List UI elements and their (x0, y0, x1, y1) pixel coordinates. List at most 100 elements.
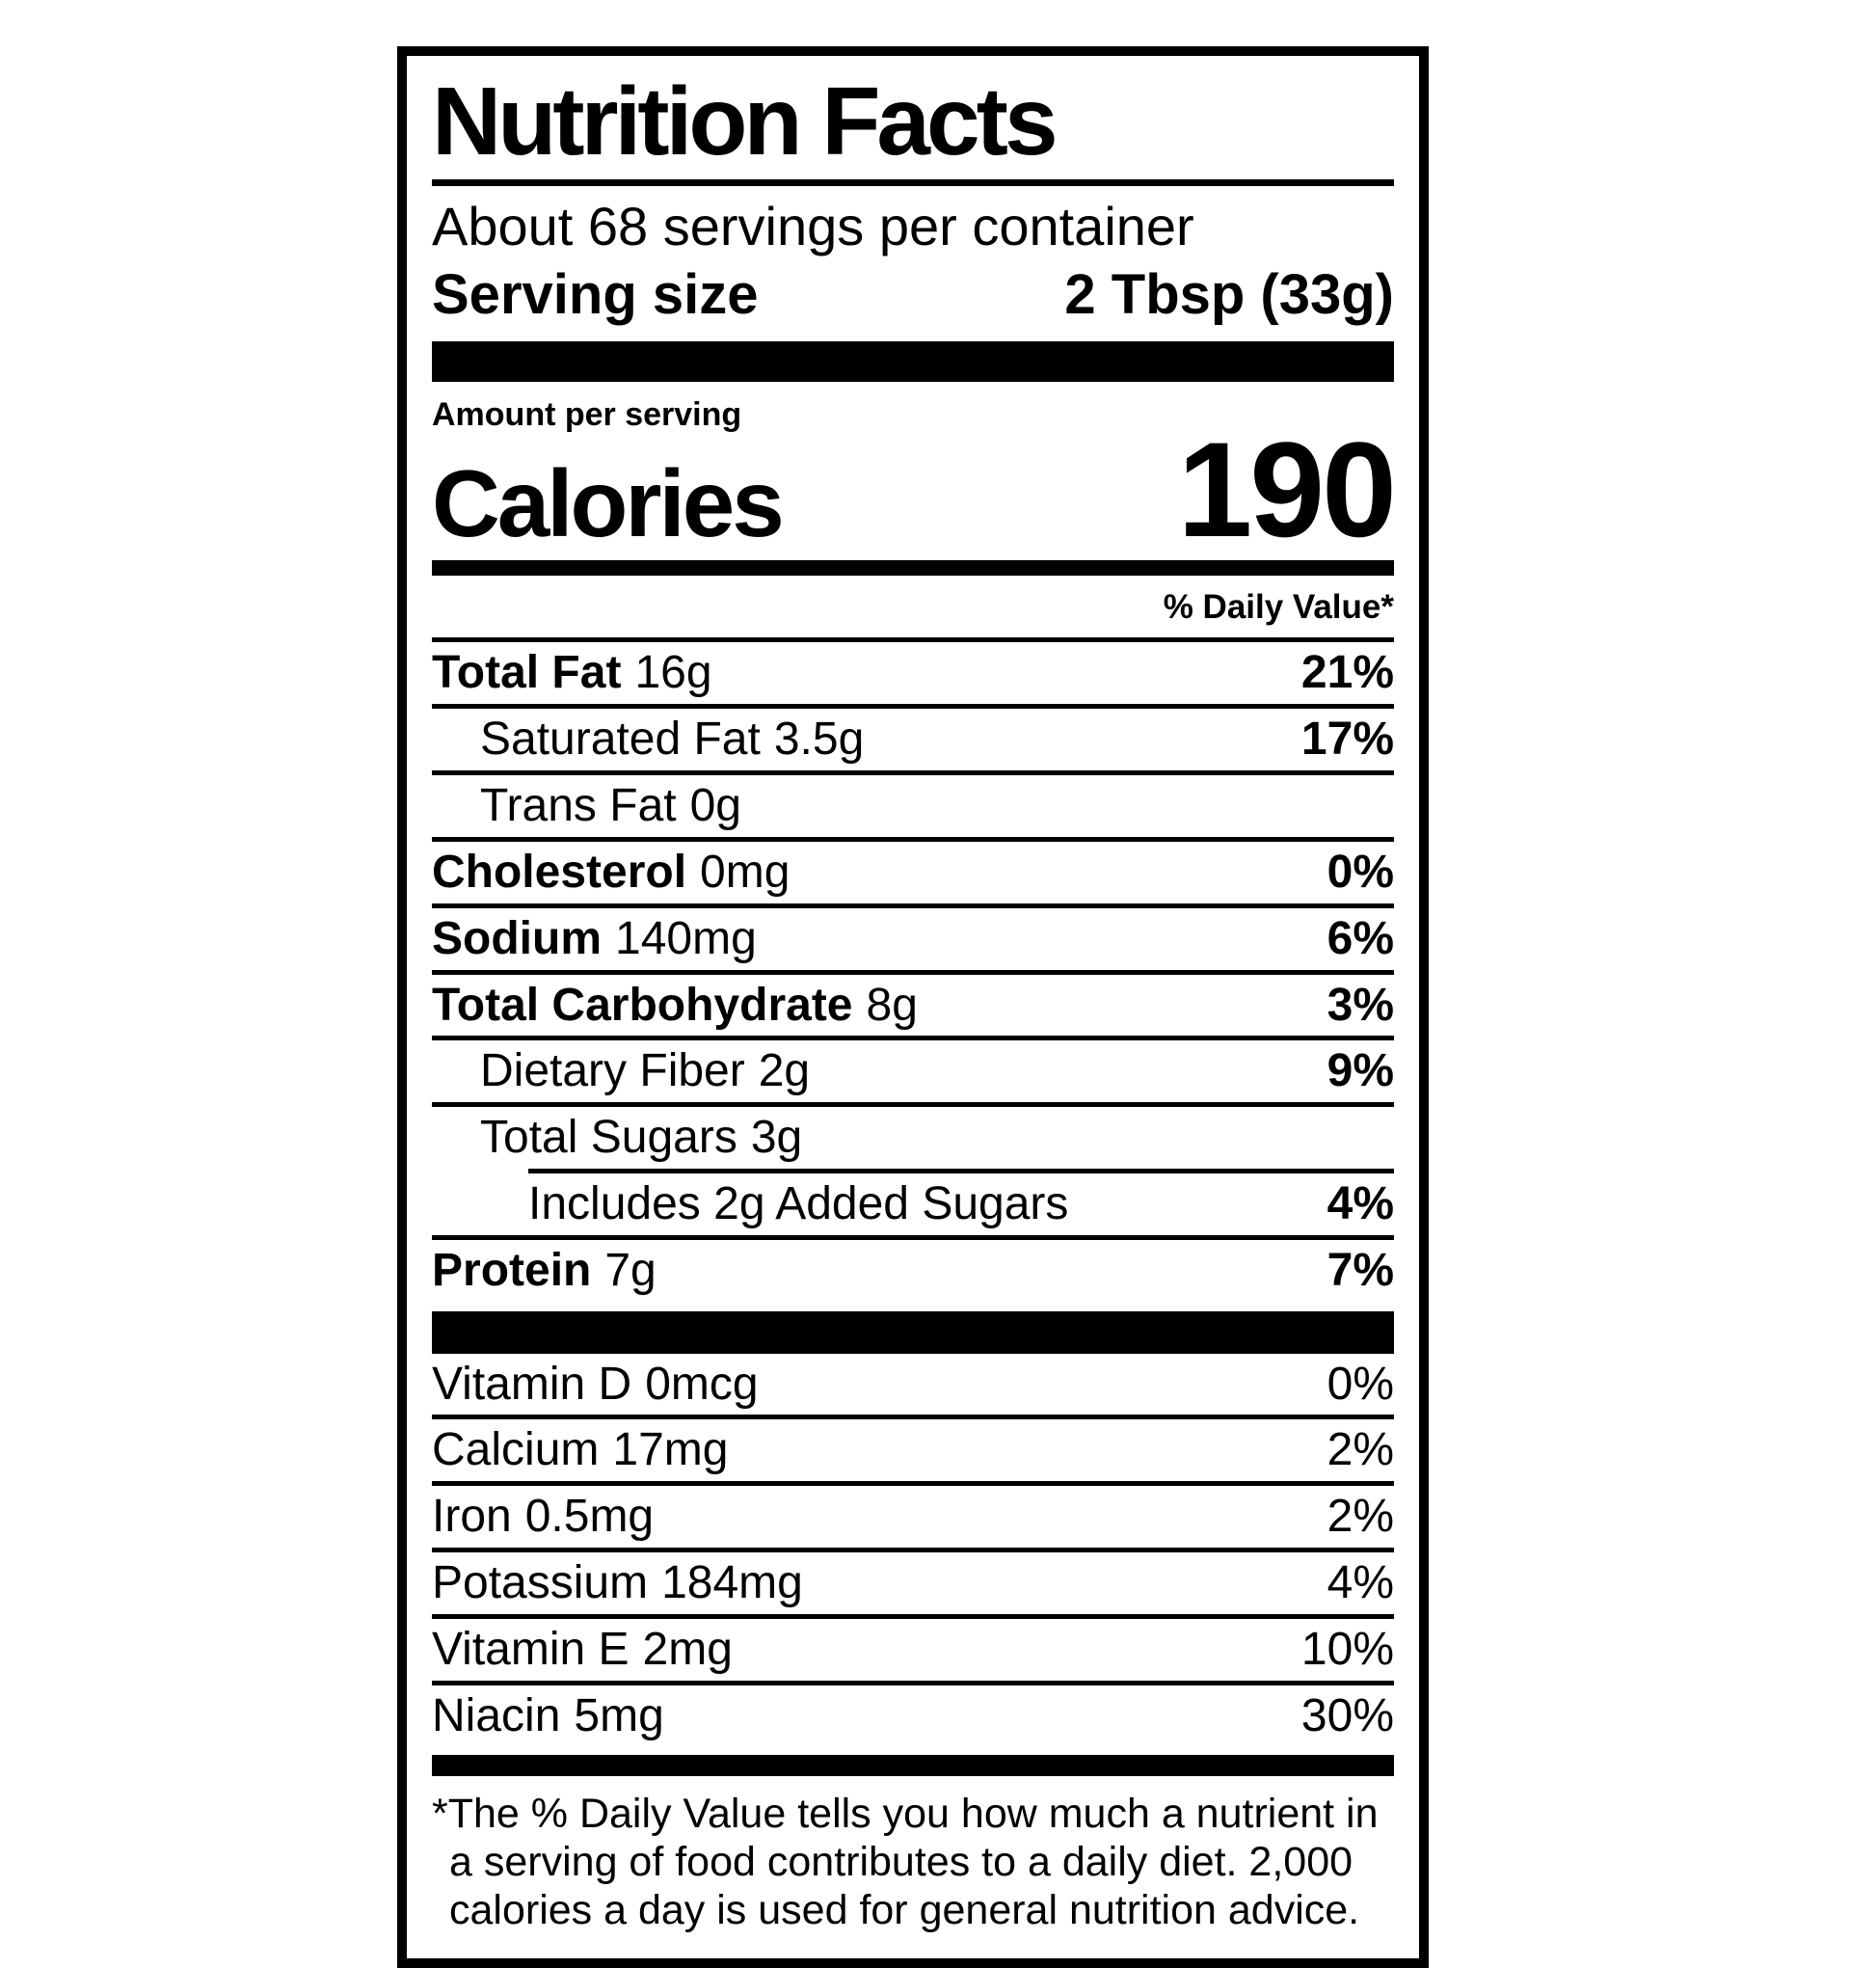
thick-divider-bar (432, 1754, 1394, 1776)
nutrient-daily-value: 17% (1300, 714, 1394, 766)
nutrient-amount: 0mcg (645, 1358, 759, 1410)
nutrient-amount: 5mg (574, 1689, 664, 1741)
nutrient-daily-value: 21% (1300, 647, 1394, 699)
nutrient-daily-value: 10% (1300, 1623, 1394, 1675)
nutrient-amount: 0.5mg (524, 1491, 655, 1543)
nutrient-row-left: Dietary Fiber 2g (480, 1046, 810, 1096)
nutrient-amount: 140mg (615, 912, 757, 964)
nutrient-name: Potassium (432, 1557, 649, 1609)
nutrient-name: Includes 2g Added Sugars (528, 1178, 1069, 1229)
servings-per-container: About 68 servings per container (432, 196, 1194, 256)
row-separator (432, 836, 1394, 842)
label-title: Nutrition Facts (432, 69, 1394, 186)
nutrient-row-left: Calcium 17mg (432, 1425, 728, 1475)
nutrient-name: Cholesterol (432, 846, 687, 898)
row-separator (432, 1102, 1394, 1108)
nutrient-row: Total Fat 16g 21% (432, 642, 1394, 704)
row-separator (432, 1415, 1394, 1420)
nutrient-row-left: Niacin 5mg (432, 1689, 664, 1741)
nutrient-row: Includes 2g Added Sugars 4% (432, 1173, 1394, 1235)
nutrient-daily-value: 3% (1327, 979, 1394, 1031)
nutrient-row-left: Protein 7g (432, 1244, 657, 1296)
nutrient-row-left: Potassium 184mg (432, 1558, 803, 1608)
thick-divider-bar (432, 341, 1394, 383)
nutrient-amount: 8g (866, 979, 918, 1031)
nutrient-row-left: Vitamin D 0mcg (432, 1358, 759, 1410)
nutrient-row-left: Iron 0.5mg (432, 1492, 654, 1542)
nutrient-name: Total Fat (432, 647, 622, 699)
nutrient-amount: 17mg (612, 1424, 729, 1476)
nutrient-name: Saturated Fat (480, 714, 761, 766)
nutrient-row: Vitamin E 2mg 10% (432, 1619, 1394, 1681)
nutrient-daily-value: 4% (1327, 1178, 1394, 1229)
nutrient-daily-value: 0% (1327, 846, 1394, 898)
nutrient-name: Calcium (432, 1424, 600, 1476)
nutrient-amount: 16g (634, 647, 712, 699)
nutrient-daily-value: 2% (1327, 1424, 1394, 1476)
nutrient-name: Vitamin D (432, 1358, 632, 1410)
nutrient-row-left: Includes 2g Added Sugars (528, 1179, 1068, 1229)
nutrient-amount: 2g (758, 1045, 811, 1097)
nutrient-amount: 3.5g (773, 714, 865, 766)
nutrient-amount: 7g (604, 1244, 657, 1296)
row-separator (432, 1613, 1394, 1619)
nutrient-amount: 3g (750, 1112, 803, 1164)
amount-per-serving-label: Amount per serving (432, 396, 742, 434)
nutrient-row: Sodium 140mg 6% (432, 908, 1394, 970)
nutrient-row: Vitamin D 0mcg 0% (432, 1354, 1394, 1415)
nutrient-name: Total Sugars (480, 1112, 737, 1164)
nutrient-amount: 0mg (700, 846, 791, 898)
nutrient-row-left: Trans Fat 0g (480, 781, 741, 831)
row-separator (432, 969, 1394, 975)
nutrient-name: Trans Fat (480, 780, 677, 832)
nutrient-row: Dietary Fiber 2g 9% (432, 1040, 1394, 1102)
nutrient-row: Total Carbohydrate 8g 3% (432, 975, 1394, 1037)
row-separator (432, 1234, 1394, 1240)
nutrient-daily-value: 0% (1327, 1358, 1394, 1410)
nutrient-row-left: Total Sugars 3g (480, 1113, 802, 1163)
nutrient-name: Protein (432, 1244, 592, 1296)
micronutrient-rows: Vitamin D 0mcg 0% Calcium 17mg 2% Iron 0… (432, 1354, 1394, 1747)
nutrient-name: Total Carbohydrate (432, 979, 853, 1031)
nutrient-daily-value: 2% (1327, 1491, 1394, 1543)
row-separator (432, 770, 1394, 776)
nutrient-row-left: Sodium 140mg (432, 912, 757, 964)
nutrient-row: Niacin 5mg 30% (432, 1685, 1394, 1747)
nutrient-amount: 2mg (642, 1623, 733, 1675)
nutrition-facts-label: Nutrition Facts About 68 servings per co… (397, 46, 1429, 1968)
serving-size-row: Serving size 2 Tbsp (33g) (432, 257, 1394, 341)
nutrient-amount: 184mg (661, 1557, 803, 1609)
nutrient-daily-value: 4% (1327, 1557, 1394, 1609)
calories-value: 190 (1177, 413, 1397, 565)
nutrient-row: Iron 0.5mg 2% (432, 1486, 1394, 1548)
nutrient-daily-value: 30% (1300, 1689, 1394, 1741)
nutrient-name: Iron (432, 1491, 512, 1543)
nutrient-row-left: Cholesterol 0mg (432, 848, 790, 898)
nutrient-name: Vitamin E (432, 1623, 630, 1675)
nutrient-amount: 0g (689, 780, 741, 832)
row-separator (432, 903, 1394, 908)
serving-size-value: 2 Tbsp (33g) (1064, 263, 1394, 327)
daily-value-footnote: *The % Daily Value tells you how much a … (432, 1790, 1379, 1934)
nutrient-daily-value: 6% (1327, 912, 1394, 964)
row-separator (528, 1169, 1394, 1173)
nutrient-row: Protein 7g 7% (432, 1240, 1394, 1302)
row-separator (432, 1481, 1394, 1487)
nutrient-row: Cholesterol 0mg 0% (432, 842, 1394, 903)
row-separator (432, 1680, 1394, 1685)
serving-size-label: Serving size (432, 263, 759, 327)
nutrient-row-left: Saturated Fat 3.5g (480, 714, 864, 765)
nutrient-row-left: Vitamin E 2mg (432, 1625, 733, 1675)
nutrient-row: Trans Fat 0g (432, 775, 1394, 837)
row-separator (432, 1548, 1394, 1553)
nutrient-name: Niacin (432, 1689, 561, 1741)
calories-label: Calories (432, 449, 785, 556)
calories-row: Calories 190 (432, 413, 1397, 576)
nutrient-daily-value: 7% (1327, 1244, 1394, 1296)
nutrient-row: Potassium 184mg 4% (432, 1552, 1394, 1614)
daily-value-header: % Daily Value* (432, 576, 1394, 643)
nutrient-row: Saturated Fat 3.5g 17% (432, 709, 1394, 770)
nutrient-name: Sodium (432, 912, 602, 964)
nutrient-name: Dietary Fiber (480, 1045, 745, 1097)
nutrient-daily-value: 9% (1327, 1045, 1394, 1097)
